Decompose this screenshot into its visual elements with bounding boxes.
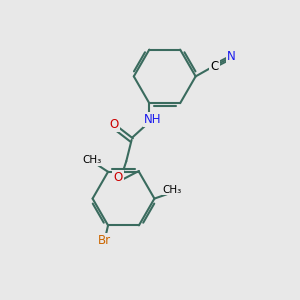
Text: N: N — [227, 50, 236, 63]
Text: C: C — [210, 60, 219, 73]
Text: CH₃: CH₃ — [83, 155, 102, 165]
Text: O: O — [113, 171, 123, 184]
Text: Br: Br — [98, 234, 111, 247]
Text: O: O — [109, 118, 119, 131]
Text: NH: NH — [144, 113, 162, 126]
Text: CH₃: CH₃ — [163, 185, 182, 195]
